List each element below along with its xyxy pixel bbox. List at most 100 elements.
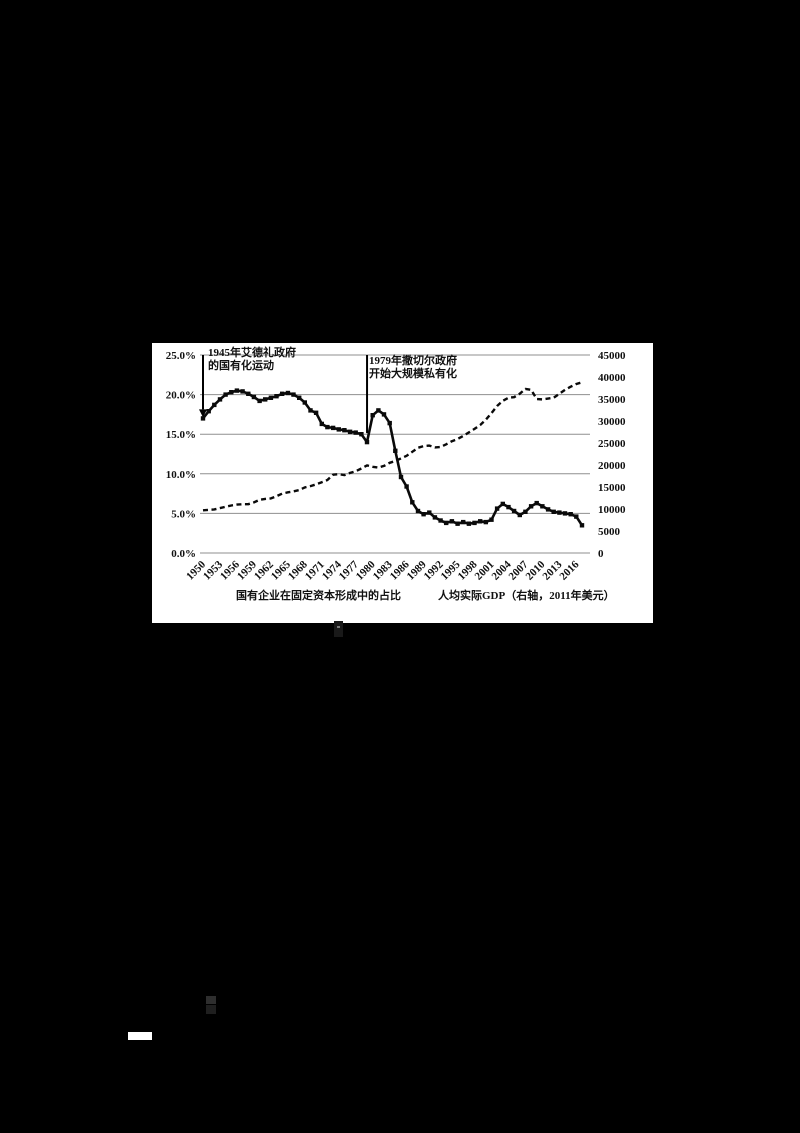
data-point-marker [461, 519, 466, 525]
data-point-marker [376, 408, 381, 413]
annotation-text-line: 1945年艾德礼政府 [208, 347, 296, 359]
annotation-text-line: 1979年撒切尔政府 [369, 355, 457, 367]
left-axis-tick-label: 0.0% [171, 548, 196, 560]
data-point-marker [217, 397, 223, 402]
data-point-marker [370, 413, 375, 418]
right-axis-tick-label: 20000 [598, 460, 626, 472]
data-point-marker [212, 402, 217, 408]
scan-artifact-block [206, 1005, 216, 1014]
series-path [201, 389, 584, 527]
left-axis-tick-label: 15.0% [166, 429, 196, 441]
data-point-marker [432, 515, 438, 520]
data-point-marker [387, 420, 392, 426]
data-point-marker [206, 409, 211, 414]
data-point-marker [257, 398, 262, 404]
scan-artifact-faint-glyph [206, 996, 216, 1014]
data-point-marker [353, 430, 358, 435]
right-axis-tick-label: 25000 [598, 438, 626, 450]
data-point-marker [398, 474, 404, 480]
data-point-marker [517, 512, 522, 518]
right-axis-tick-label: 10000 [598, 504, 626, 516]
data-point-marker [545, 507, 551, 512]
x-axis-tick-label: 2016 [557, 558, 581, 582]
data-point-marker [404, 484, 409, 489]
data-point-marker [280, 391, 285, 396]
annotation-text-line: 开始大规模私有化 [369, 368, 457, 381]
data-point-marker [483, 519, 488, 525]
data-point-marker [302, 400, 307, 405]
data-point-marker [551, 509, 556, 514]
legend-soe-share-label: 国有企业在固定资本形成中的占比 [236, 590, 401, 602]
data-point-marker [308, 408, 313, 413]
right-axis-tick-label: 5000 [598, 526, 621, 538]
right-axis-tick-label: 40000 [598, 372, 626, 384]
data-point-marker [534, 500, 539, 506]
right-axis-tick-label: 0 [598, 548, 604, 560]
scan-artifact-glyph [334, 621, 343, 637]
data-point-marker [557, 510, 562, 515]
legend-gdp-label: 人均实际GDP（右轴，2011年美元） [438, 590, 615, 602]
right-axis-tick-label: 45000 [598, 350, 626, 362]
data-point-marker [511, 508, 517, 514]
right-axis-tick-label: 35000 [598, 394, 626, 406]
data-point-marker [325, 424, 330, 430]
data-point-marker [574, 514, 579, 519]
data-point-marker [297, 395, 302, 400]
data-point-marker [234, 388, 240, 393]
chart-canvas: 0.0% 5.0% 10.0% 15.0% 20.0% 25.0% 0 5000 10000 15… [166, 350, 626, 583]
annotation-marker [199, 355, 207, 418]
data-point-marker [466, 521, 472, 526]
data-point-marker [330, 425, 336, 431]
data-point-marker [240, 389, 245, 394]
scan-artifact-block [206, 996, 216, 1004]
series-gdp [202, 381, 583, 512]
left-axis-tick-label: 25.0% [166, 350, 196, 362]
data-point-marker [528, 504, 534, 509]
data-point-marker [506, 504, 511, 510]
annotation-text-line: 的国有化运动 [208, 360, 274, 373]
gridlines [200, 354, 590, 554]
annotation-arrowhead [199, 409, 207, 418]
data-point-marker [268, 395, 274, 400]
scan-artifact-dot [337, 626, 340, 628]
data-point-marker [393, 448, 398, 453]
data-point-marker [494, 506, 500, 511]
data-point-marker [415, 508, 421, 514]
data-point-marker [251, 394, 257, 400]
chart-panel: 0.0% 5.0% 10.0% 15.0% 20.0% 25.0% 0 5000 10000 15… [152, 343, 653, 623]
data-point-marker [562, 511, 568, 516]
annotation-1979-privatization: 1979年撒切尔政府 开始大规模私有化 [369, 355, 457, 381]
left-axis-tick-label: 5.0% [171, 508, 196, 520]
scan-artifact-white-dash [128, 1032, 152, 1040]
data-point-marker [364, 439, 370, 445]
series-path [202, 381, 583, 512]
data-point-marker [579, 523, 585, 528]
data-point-marker [319, 421, 324, 427]
data-point-marker [291, 392, 296, 397]
data-point-marker [200, 416, 206, 421]
data-point-marker [263, 397, 268, 402]
data-point-marker [455, 521, 460, 526]
data-point-marker [274, 394, 279, 399]
right-axis-tick-label: 15000 [598, 482, 626, 494]
data-point-marker [568, 512, 573, 517]
data-point-marker [478, 519, 483, 524]
annotation-1945-nationalization: 1945年艾德礼政府 的国有化运动 [208, 347, 296, 373]
data-point-marker [421, 512, 426, 517]
data-point-marker [336, 427, 341, 432]
data-point-marker [347, 429, 353, 434]
data-point-marker [427, 510, 432, 515]
data-point-marker [449, 519, 455, 524]
data-point-marker [472, 520, 477, 526]
data-point-marker [381, 412, 387, 417]
left-axis-tick-label: 10.0% [166, 469, 196, 481]
data-point-marker [229, 390, 234, 395]
data-point-marker [489, 517, 494, 522]
data-point-marker [500, 501, 505, 507]
data-point-marker [438, 518, 443, 523]
data-point-marker [359, 432, 364, 437]
data-point-marker [342, 428, 347, 433]
data-point-marker [410, 500, 415, 505]
data-point-marker [540, 504, 545, 509]
